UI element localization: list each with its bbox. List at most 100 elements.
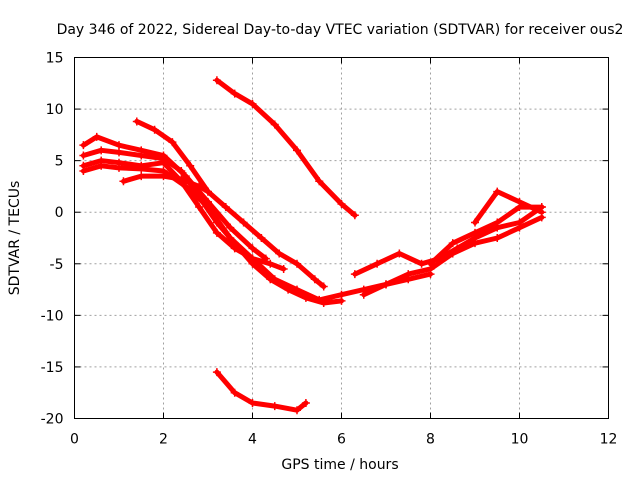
data-point-marker: [137, 164, 146, 173]
data-point-marker: [270, 402, 279, 411]
y-tick-label: -10: [41, 308, 64, 324]
data-point-marker: [404, 270, 413, 279]
data-point-marker: [537, 203, 546, 212]
data-point-marker: [275, 249, 284, 258]
data-point-marker: [212, 368, 221, 377]
data-point-marker: [315, 295, 324, 304]
data-point-marker: [350, 211, 359, 220]
data-point-marker: [417, 259, 426, 268]
data-point-marker: [204, 203, 212, 212]
axis-ticks: [74, 57, 609, 419]
data-point-marker: [159, 172, 168, 181]
data-point-marker: [515, 223, 524, 232]
y-tick-label: -20: [41, 412, 64, 428]
data-point-marker: [493, 218, 502, 227]
data-point-marker: [315, 177, 324, 186]
data-point-marker: [448, 249, 457, 258]
x-tick-label: 6: [337, 432, 346, 448]
x-tick-label: 2: [159, 432, 168, 448]
data-point-marker: [350, 270, 359, 279]
data-point-marker: [212, 228, 221, 237]
data-point-marker: [230, 388, 239, 397]
data-point-marker: [382, 280, 390, 289]
data-point-marker: [177, 175, 186, 184]
data-point-marker: [493, 234, 502, 242]
data-point-marker: [159, 158, 168, 167]
data-point-marker: [79, 151, 88, 160]
data-point-marker: [266, 259, 275, 268]
y-tick-label: 0: [55, 205, 64, 221]
y-tick-labels: -20 -15 -10 -5 0 5 10 15: [41, 51, 64, 428]
y-tick-label: -15: [41, 360, 64, 376]
data-point-marker: [195, 203, 204, 212]
data-point-marker: [230, 244, 239, 253]
data-point-marker: [293, 259, 301, 268]
x-tick-label: 4: [248, 432, 257, 448]
y-tick-label: -5: [50, 257, 64, 273]
data-point-marker: [426, 259, 435, 268]
data-point-marker: [204, 187, 212, 196]
data-point-marker: [270, 275, 279, 284]
data-point-marker: [115, 141, 123, 150]
x-tick-label: 12: [600, 432, 618, 448]
x-axis-label: GPS time / hours: [281, 457, 398, 473]
data-point-marker: [212, 76, 221, 85]
data-point-marker: [310, 275, 319, 284]
data-point-marker: [395, 249, 404, 258]
data-point-marker: [448, 239, 457, 248]
series-line-track-2: [134, 118, 327, 289]
data-point-marker: [119, 177, 128, 186]
data-point-marker: [150, 125, 159, 134]
data-point-marker: [226, 234, 235, 242]
data-point-marker: [186, 161, 195, 170]
data-series: [79, 76, 546, 415]
data-point-marker: [221, 203, 230, 212]
x-tick-label: 8: [426, 432, 435, 448]
data-point-marker: [195, 182, 204, 191]
data-point-marker: [132, 117, 141, 126]
data-point-marker: [279, 264, 288, 273]
series-line-track-12: [214, 369, 309, 413]
y-axis-label: SDTVAR / TECUs: [7, 181, 23, 296]
y-tick-label: 15: [46, 51, 64, 67]
data-point-marker: [270, 120, 279, 129]
data-point-marker: [115, 148, 123, 157]
data-point-marker: [97, 161, 106, 170]
data-point-marker: [471, 228, 479, 237]
data-point-marker: [181, 182, 190, 191]
data-point-marker: [248, 244, 257, 253]
data-point-marker: [337, 290, 346, 299]
data-point-marker: [471, 218, 479, 227]
data-point-marker: [115, 163, 123, 172]
data-point-marker: [359, 290, 368, 299]
data-point-marker: [471, 239, 479, 248]
data-point-marker: [293, 406, 301, 415]
series-line-track-1: [214, 77, 358, 218]
data-point-marker: [97, 146, 106, 155]
data-point-marker: [92, 132, 101, 141]
x-tick-label: 10: [511, 432, 529, 448]
data-point-marker: [319, 282, 328, 291]
chart-title: Day 346 of 2022, Sidereal Day-to-day VTE…: [57, 22, 624, 38]
data-point-marker: [177, 166, 186, 175]
grid: [74, 57, 609, 419]
data-point-marker: [79, 141, 88, 150]
data-point-marker: [248, 399, 257, 408]
y-tick-label: 10: [46, 102, 64, 118]
series-line-track-3: [80, 134, 269, 262]
data-point-marker: [239, 218, 248, 227]
data-point-marker: [168, 138, 177, 147]
data-point-marker: [373, 259, 382, 268]
data-point-marker: [515, 203, 524, 212]
data-point-marker: [293, 285, 301, 294]
data-point-marker: [79, 166, 88, 175]
y-tick-label: 5: [55, 154, 64, 170]
data-point-marker: [230, 89, 239, 98]
series-line-track-7: [121, 173, 211, 195]
x-tick-labels: 0 2 4 6 8 10 12: [70, 432, 617, 448]
data-point-marker: [493, 187, 502, 196]
series-line-track-8: [352, 204, 545, 277]
data-point-marker: [137, 172, 146, 181]
data-point-marker: [248, 99, 257, 108]
